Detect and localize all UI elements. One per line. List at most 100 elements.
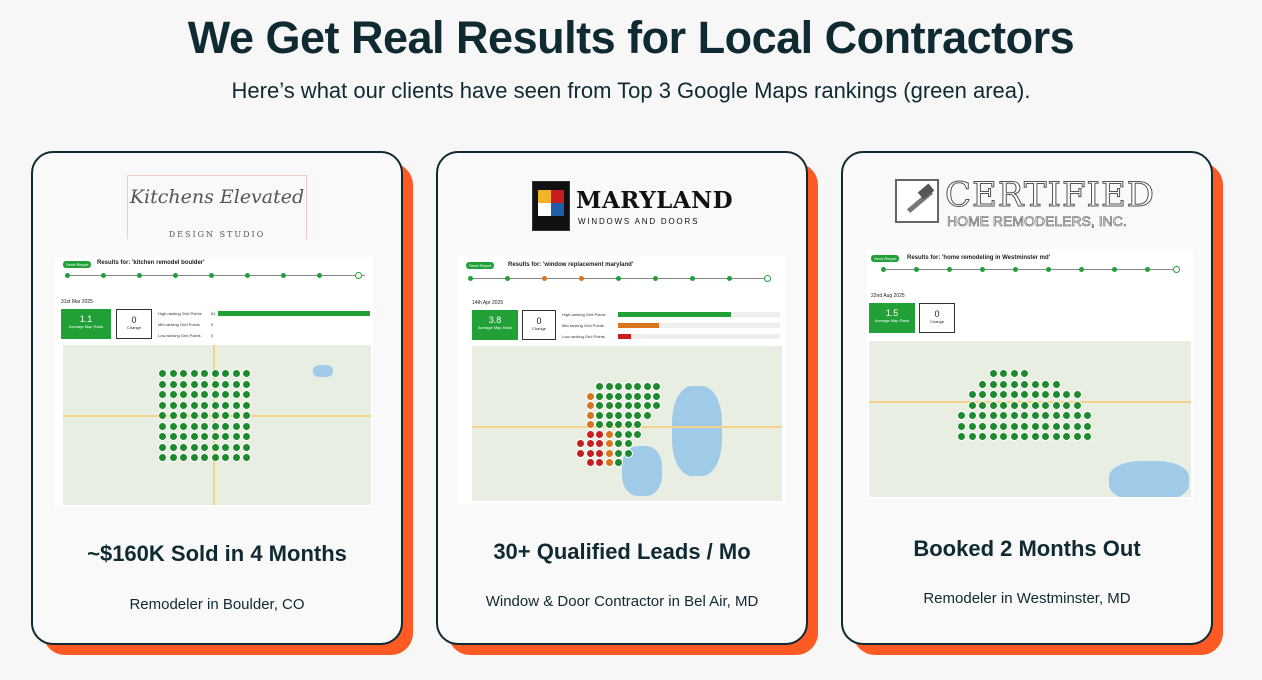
map-rank-pin xyxy=(189,400,199,410)
map-rank-pin xyxy=(978,400,987,410)
card-body: CERTIFIED HOME REMODELERS, INC. Send Rep… xyxy=(841,151,1213,645)
map-rank-pin xyxy=(1041,379,1050,389)
map-rank-pin xyxy=(189,379,199,389)
map-rank-pin xyxy=(988,400,998,410)
map-rank-pin xyxy=(623,448,633,458)
map-rank-pin xyxy=(1051,421,1061,431)
map-rank-pin xyxy=(1062,411,1071,420)
map-rank-pin xyxy=(978,411,987,420)
map-rank-pin xyxy=(242,453,251,462)
map-rank-pin xyxy=(210,421,220,431)
card-subheading: Remodeler in Boulder, CO xyxy=(129,596,305,613)
map-rank-pin xyxy=(158,453,167,462)
map-rank-pin xyxy=(595,410,604,420)
map-rank-pin xyxy=(242,411,251,420)
map-rank-pin xyxy=(158,379,167,389)
map-rank-pin xyxy=(1020,379,1029,389)
map-rank-pin xyxy=(604,429,614,439)
map-rank-pin xyxy=(576,448,585,458)
map-rank-pin xyxy=(614,458,623,467)
map-rank-pin xyxy=(200,379,209,389)
map-rank-pin xyxy=(604,458,614,467)
map-rank-pin xyxy=(595,448,604,458)
map-rank-pin xyxy=(189,411,199,420)
map-rank-pin xyxy=(585,391,595,401)
map-rank-pin xyxy=(1041,421,1050,431)
map-rank-screenshot: Send Report Results for: 'window replace… xyxy=(458,256,786,504)
map-rank-pin xyxy=(242,442,251,452)
map-rank-pin xyxy=(179,369,188,378)
map-rank-pin xyxy=(200,432,209,441)
map-rank-pin xyxy=(999,421,1008,431)
map-rank-pin xyxy=(604,439,614,448)
map-rank-pin xyxy=(1020,421,1029,431)
map-rank-pin xyxy=(642,391,652,401)
map-rank-pin xyxy=(1062,390,1071,399)
hammer-icon xyxy=(895,179,939,223)
map-rank-pin xyxy=(1062,400,1071,410)
map-rank-pin xyxy=(210,369,220,378)
map-rank-pin xyxy=(1072,390,1082,399)
map-rank-pin xyxy=(1030,390,1040,399)
map-rank-pin xyxy=(179,421,188,431)
map-rank-pin xyxy=(604,410,614,420)
map-rank-pin xyxy=(978,379,987,389)
map-rank-pin xyxy=(1030,379,1040,389)
page-title: We Get Real Results for Local Contractor… xyxy=(187,12,1075,63)
map-rank-pin xyxy=(158,432,167,441)
map-rank-pin xyxy=(999,369,1008,378)
map-rank-pin xyxy=(210,379,220,389)
map-rank-pin xyxy=(221,390,230,399)
map-rank-pin xyxy=(595,439,604,448)
map-rank-pin xyxy=(988,411,998,420)
map-rank-pin xyxy=(623,429,633,439)
card-subheading: Window & Door Contractor in Bel Air, MD xyxy=(485,593,759,610)
map-rank-pin xyxy=(595,420,604,429)
map-rank-pin xyxy=(1072,432,1082,441)
map-rank-pin xyxy=(1020,390,1029,399)
map-rank-pin xyxy=(642,401,652,410)
map-rank-pin xyxy=(967,400,977,410)
page-subtitle: Here’s what our clients have seen from T… xyxy=(231,78,1031,103)
card-heading: Booked 2 Months Out xyxy=(913,536,1141,561)
map-rank-pin xyxy=(1041,411,1050,420)
map-rank-pin xyxy=(1009,421,1019,431)
certified-home-remodelers-logo: CERTIFIED HOME REMODELERS, INC. xyxy=(843,175,1211,233)
map-rank-pin xyxy=(1020,411,1029,420)
map-rank-pin xyxy=(1083,421,1092,431)
map-rank-pin xyxy=(158,411,167,420)
map-rank-pin xyxy=(179,432,188,441)
result-card-certified: CERTIFIED HOME REMODELERS, INC. Send Rep… xyxy=(841,151,1223,655)
map-rank-pin xyxy=(999,400,1008,410)
map-rank-pin xyxy=(1020,432,1029,441)
map-rank-pin xyxy=(231,400,241,410)
map-rank-pin xyxy=(652,382,661,391)
map-rank-pin xyxy=(978,390,987,399)
map-rank-pin xyxy=(1009,390,1019,399)
map-rank-pin xyxy=(1072,421,1082,431)
map-rank-pin xyxy=(1030,421,1040,431)
map-rank-pin xyxy=(200,453,209,462)
map-rank-pin xyxy=(585,458,595,467)
bar-high xyxy=(218,311,370,316)
map-rank-pin xyxy=(614,429,623,439)
map-rank-pin xyxy=(957,432,966,441)
map-rank-pin xyxy=(189,369,199,378)
map-rank-pin xyxy=(1009,411,1019,420)
map-rank-pin xyxy=(179,400,188,410)
map-rank-pin xyxy=(221,421,230,431)
map-rank-pin xyxy=(231,421,241,431)
map-rank-pin xyxy=(1020,400,1029,410)
map-rank-pin xyxy=(231,369,241,378)
map-rank-pin xyxy=(999,411,1008,420)
map-rank-pin xyxy=(1051,400,1061,410)
map-rank-pin xyxy=(614,448,623,458)
maryland-windows-logo: MARYLAND WINDOWS AND DOORS xyxy=(438,181,806,233)
map-rank-pin xyxy=(179,442,188,452)
map-rank-pin xyxy=(242,379,251,389)
map-rank-pin xyxy=(210,453,220,462)
map-rank-pin xyxy=(231,432,241,441)
map-rank-pin xyxy=(179,379,188,389)
map-rank-pin xyxy=(614,439,623,448)
map-rank-pin xyxy=(200,411,209,420)
